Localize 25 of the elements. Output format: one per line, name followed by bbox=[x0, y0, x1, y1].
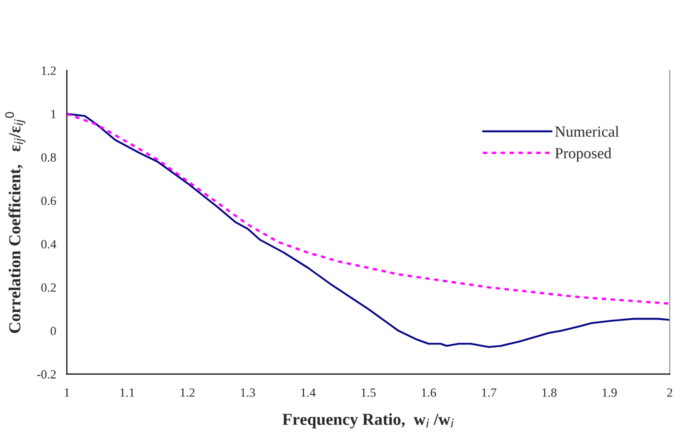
legend-label: Numerical bbox=[555, 126, 619, 137]
y-tick-label: -0.2 bbox=[37, 370, 56, 379]
x-tick-label: 1.2 bbox=[180, 388, 195, 397]
line-series bbox=[66, 112, 670, 348]
x-tick-label: 1 bbox=[64, 388, 70, 397]
x-tick-label: 2 bbox=[667, 388, 672, 397]
x-tick-label: 1.1 bbox=[120, 388, 134, 397]
x-tick-label: 1.3 bbox=[240, 388, 256, 397]
y-axis-title: Correlation Coefficient, ε$_{ij}$/ε$_{ij}$$^{0}$ bbox=[5, 112, 26, 333]
y-tick-label: 0.6 bbox=[41, 196, 56, 206]
x-axis-title: Frequency Ratio, w$_{i}$ /w$_{i}$ bbox=[282, 413, 454, 428]
x-tick-label: 1.9 bbox=[602, 388, 617, 397]
x-tick-label: 1.6 bbox=[422, 388, 436, 397]
x-tick-label: 1.4 bbox=[301, 388, 316, 397]
y-tick-label: 0.8 bbox=[41, 153, 56, 162]
x-tick-label: 1.5 bbox=[362, 388, 376, 397]
x-tick-label: 1.7 bbox=[482, 388, 496, 397]
x-tick-label: 1.8 bbox=[542, 388, 556, 397]
line-series bbox=[66, 112, 670, 305]
y-tick-label: 1.2 bbox=[42, 66, 56, 75]
y-tick-label: 0.2 bbox=[41, 283, 56, 292]
y-tick-label: 1 bbox=[51, 110, 56, 118]
y-tick-label: 0.4 bbox=[41, 240, 56, 248]
legend-label: Proposed bbox=[555, 148, 612, 162]
y-tick-label: 0 bbox=[50, 326, 56, 336]
